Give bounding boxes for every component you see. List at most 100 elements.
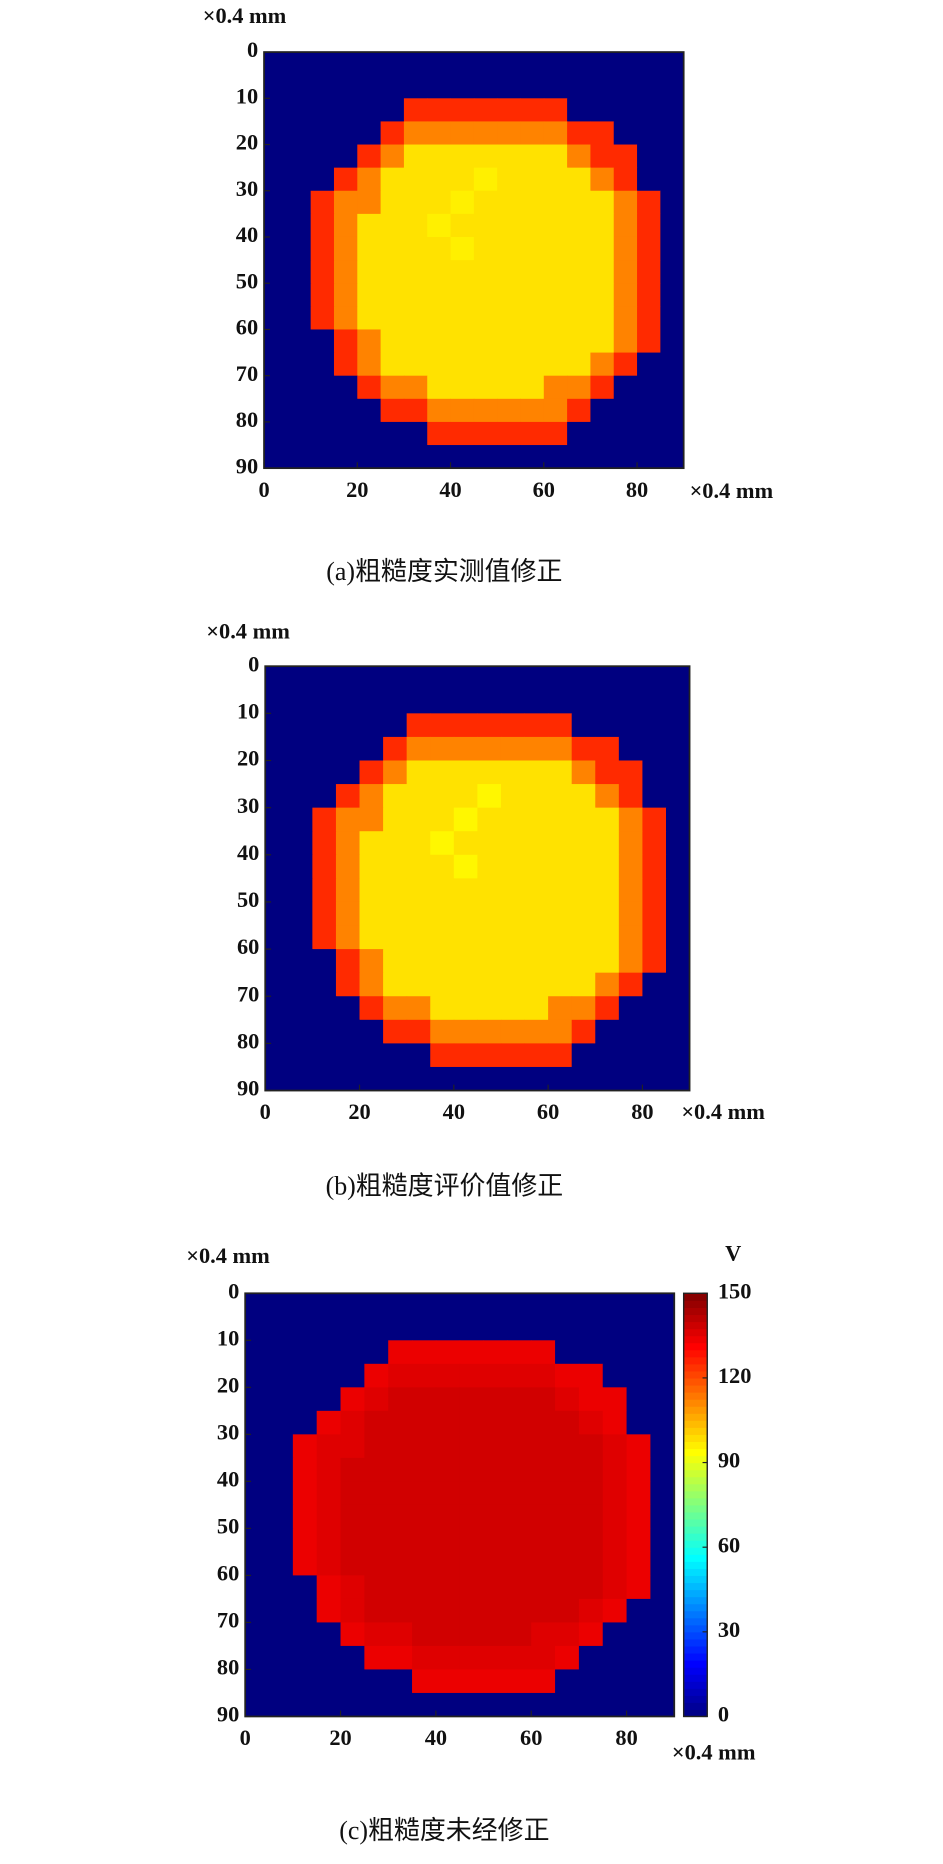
heat-cell xyxy=(335,1066,360,1092)
heat-cell xyxy=(388,1551,413,1576)
heat-cell xyxy=(357,445,382,469)
heat-cell xyxy=(287,306,312,330)
colorbar-band xyxy=(683,1518,708,1527)
y-tick-label: 90 xyxy=(217,1702,239,1727)
heat-cell xyxy=(292,1504,318,1529)
heat-cell xyxy=(618,878,643,903)
heat-cell xyxy=(316,1598,341,1623)
heat-cell xyxy=(473,236,498,261)
heat-cell xyxy=(567,398,591,423)
heat-cell xyxy=(650,1410,675,1435)
heat-cell xyxy=(660,121,685,146)
heat-cell xyxy=(412,1622,437,1647)
heat-cell xyxy=(595,996,620,1021)
heat-cell xyxy=(412,1387,437,1412)
heat-cell xyxy=(567,190,591,215)
heat-cell xyxy=(531,1363,556,1388)
heat-cell xyxy=(435,1363,461,1388)
heat-cell xyxy=(595,689,620,714)
heat-cell xyxy=(477,666,502,691)
heat-cell xyxy=(333,144,358,169)
heat-cell xyxy=(333,213,358,238)
heat-cell xyxy=(650,1316,675,1341)
heat-cell xyxy=(388,1316,413,1341)
colorbar-band xyxy=(683,1688,708,1696)
heat-cell xyxy=(531,1410,556,1435)
heat-cell xyxy=(287,445,312,469)
heat-cell xyxy=(595,713,620,738)
heat-cell xyxy=(497,375,521,400)
heat-cell xyxy=(403,398,428,423)
heat-cell xyxy=(642,1019,667,1044)
heat-cell xyxy=(333,121,358,146)
heat-cell xyxy=(264,52,288,76)
heat-cell xyxy=(642,925,667,950)
heat-cell xyxy=(578,1387,604,1412)
y-tick-label: 30 xyxy=(237,793,259,818)
heat-cell xyxy=(312,713,337,738)
heat-cell xyxy=(412,1340,437,1365)
heat-cell xyxy=(364,1575,389,1600)
heat-cell xyxy=(427,283,452,307)
heat-cell xyxy=(406,1066,431,1092)
heat-cell xyxy=(520,352,545,377)
heat-cell xyxy=(287,236,312,261)
heat-cell xyxy=(613,75,638,99)
heat-cell xyxy=(660,421,685,446)
heat-cell xyxy=(364,1434,389,1459)
heat-cell xyxy=(590,306,615,330)
heat-cell xyxy=(613,144,638,169)
heat-cell xyxy=(665,901,691,926)
x-tick-label: 0 xyxy=(240,1725,251,1750)
heat-cell xyxy=(543,52,568,76)
heat-cell xyxy=(507,1434,532,1459)
heat-cell xyxy=(473,190,498,215)
heat-cell xyxy=(543,75,568,99)
heat-cell xyxy=(265,736,290,761)
heat-cell xyxy=(578,1669,604,1694)
heat-cell xyxy=(359,854,384,879)
plot-frame xyxy=(263,51,685,470)
heat-cell xyxy=(595,760,620,785)
heat-cell xyxy=(380,306,405,330)
heat-cell xyxy=(626,1387,651,1412)
heat-cell xyxy=(335,996,360,1021)
heat-cell xyxy=(660,398,685,423)
heat-cell xyxy=(245,1293,270,1318)
heat-cell xyxy=(578,1528,604,1553)
heat-cell xyxy=(602,1692,628,1717)
heat-cell xyxy=(590,190,615,215)
heat-cell xyxy=(340,1363,365,1388)
colorbar-tick-label: 150 xyxy=(718,1278,752,1303)
heat-cell xyxy=(380,236,405,261)
heat-cell xyxy=(453,949,478,974)
heat-cell xyxy=(459,1504,485,1529)
heat-cell xyxy=(665,831,691,856)
heat-cell xyxy=(524,1019,549,1044)
heat-cell xyxy=(450,421,475,446)
heat-cell xyxy=(333,445,358,469)
heat-cell xyxy=(595,831,620,856)
heat-cell xyxy=(543,144,568,169)
heat-cell xyxy=(450,190,475,215)
colorbar-band xyxy=(683,1497,708,1506)
heat-cell xyxy=(312,854,337,879)
heat-cell xyxy=(477,736,502,761)
heat-cell xyxy=(660,75,685,99)
heat-cell xyxy=(269,1669,294,1694)
heat-cell xyxy=(483,1340,508,1365)
heat-cell xyxy=(435,1340,461,1365)
heat-cell xyxy=(264,283,288,307)
heat-cell xyxy=(578,1645,604,1670)
heat-cell xyxy=(430,689,455,714)
heat-cell xyxy=(450,375,475,400)
y-tick-label: 90 xyxy=(237,1076,259,1101)
heat-cell xyxy=(543,421,568,446)
heat-cell xyxy=(269,1293,294,1318)
heat-cell xyxy=(665,1019,691,1044)
y-tick-label: 20 xyxy=(236,130,258,155)
heat-cell xyxy=(665,713,691,738)
heat-cell xyxy=(292,1528,318,1553)
y-tick-label: 80 xyxy=(237,1029,259,1054)
heat-cell xyxy=(642,996,667,1021)
